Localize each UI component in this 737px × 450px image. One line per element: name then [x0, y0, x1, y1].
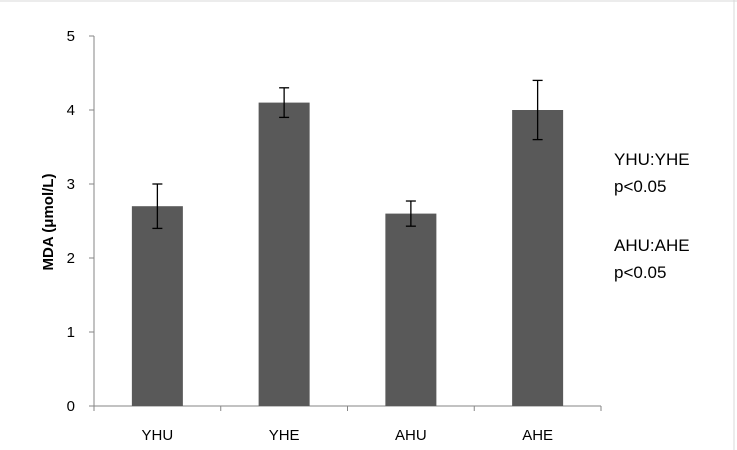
- bar-yhu: [131, 206, 183, 406]
- y-tick-labels: 0 1 2 3 4 5: [67, 28, 75, 415]
- error-bar-yhu: [152, 183, 163, 230]
- bar-yhe: [258, 102, 310, 406]
- x-tick-labels: YHU YHE AHU AHE: [142, 427, 554, 444]
- annotation-1-line1: YHU:YHE: [614, 150, 690, 169]
- error-bar-ahe: [532, 79, 543, 141]
- y-ticks: [89, 35, 94, 407]
- bar-ahe: [512, 110, 564, 406]
- y-tick-label-3: 3: [67, 176, 75, 193]
- y-axis-title: MDA (μmol/L): [40, 174, 57, 271]
- x-tick-label-yhu: YHU: [142, 427, 174, 444]
- bars: [131, 102, 564, 406]
- error-bars: [152, 79, 543, 230]
- annotation-2-line1: AHU:AHE: [614, 236, 690, 255]
- x-tick-label-yhe: YHE: [269, 427, 300, 444]
- error-bar-yhe: [279, 87, 290, 119]
- y-tick-label-1: 1: [67, 324, 75, 341]
- error-bar-ahu: [405, 200, 416, 227]
- x-tick-label-ahe: AHE: [522, 427, 553, 444]
- bar-ahu: [385, 213, 437, 406]
- x-ticks: [93, 406, 602, 411]
- annotation-1-line2: p<0.05: [614, 177, 666, 196]
- y-tick-label-0: 0: [67, 398, 75, 415]
- annotation-2-line2: p<0.05: [614, 263, 666, 282]
- y-tick-label-4: 4: [67, 102, 75, 119]
- x-tick-label-ahu: AHU: [395, 427, 427, 444]
- y-tick-label-2: 2: [67, 250, 75, 267]
- y-tick-label-5: 5: [67, 28, 75, 45]
